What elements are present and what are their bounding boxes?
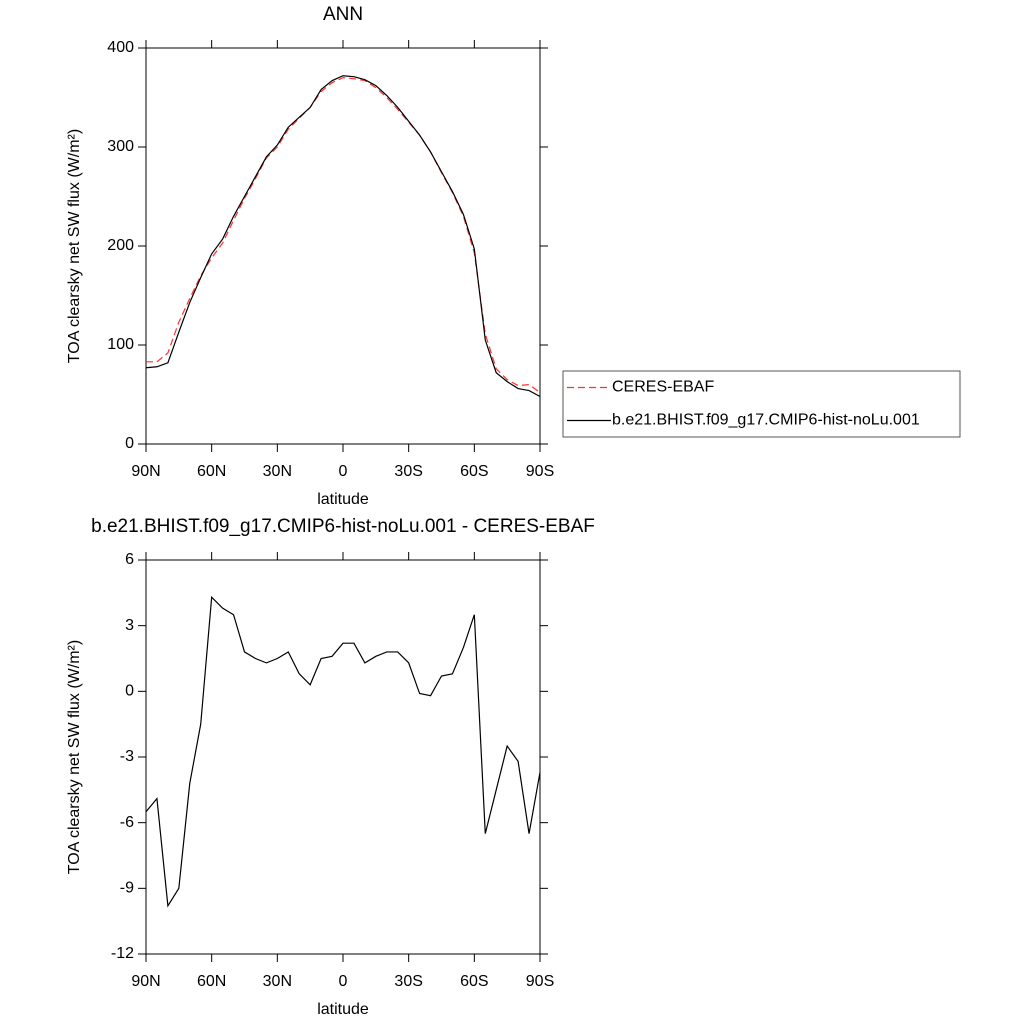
y-tick-label: 3 (125, 617, 134, 634)
data-line (145, 595, 541, 908)
y-tick-label: 6 (125, 551, 134, 568)
x-tick-label: 30N (263, 463, 292, 480)
x-tick-label: 0 (339, 973, 348, 990)
y-tick-label: 100 (107, 336, 134, 353)
y-axis-label: TOA clearsky net SW flux (W/m²) (66, 640, 83, 874)
x-tick-label: 60N (197, 973, 226, 990)
x-tick-label: 90N (131, 973, 160, 990)
plot-frame (145, 47, 541, 445)
y-tick-label: -9 (120, 880, 134, 897)
x-tick-label: 90S (526, 973, 554, 990)
y-tick-label: 0 (125, 683, 134, 700)
x-tick-label: 90N (131, 463, 160, 480)
x-tick-label: 0 (339, 463, 348, 480)
x-tick-label: 60S (460, 973, 488, 990)
legend-box (562, 370, 961, 438)
x-tick-label: 30S (394, 463, 422, 480)
y-tick-label: 0 (125, 435, 134, 452)
x-axis-label: latitude (317, 491, 369, 508)
data-line (145, 75, 541, 398)
x-tick-label: 30S (394, 973, 422, 990)
y-axis-label: TOA clearsky net SW flux (W/m²) (66, 129, 83, 363)
y-tick-label: -3 (120, 748, 134, 765)
y-tick-label: -6 (120, 814, 134, 831)
legend-label: b.e21.BHIST.f09_g17.CMIP6-hist-noLu.001 (612, 412, 920, 429)
y-tick-label: 400 (107, 39, 134, 56)
plot-frame (145, 559, 541, 955)
y-tick-label: 300 (107, 138, 134, 155)
chart-title: ANN (323, 4, 363, 25)
x-tick-label: 60S (460, 463, 488, 480)
y-tick-label: -12 (111, 945, 134, 962)
y-tick-label: 200 (107, 237, 134, 254)
x-tick-label: 30N (263, 973, 292, 990)
x-axis-label: latitude (317, 1001, 369, 1018)
chart-title: b.e21.BHIST.f09_g17.CMIP6-hist-noLu.001 … (91, 516, 595, 537)
x-tick-label: 90S (526, 463, 554, 480)
x-tick-label: 60N (197, 463, 226, 480)
legend-label: CERES-EBAF (612, 379, 714, 396)
